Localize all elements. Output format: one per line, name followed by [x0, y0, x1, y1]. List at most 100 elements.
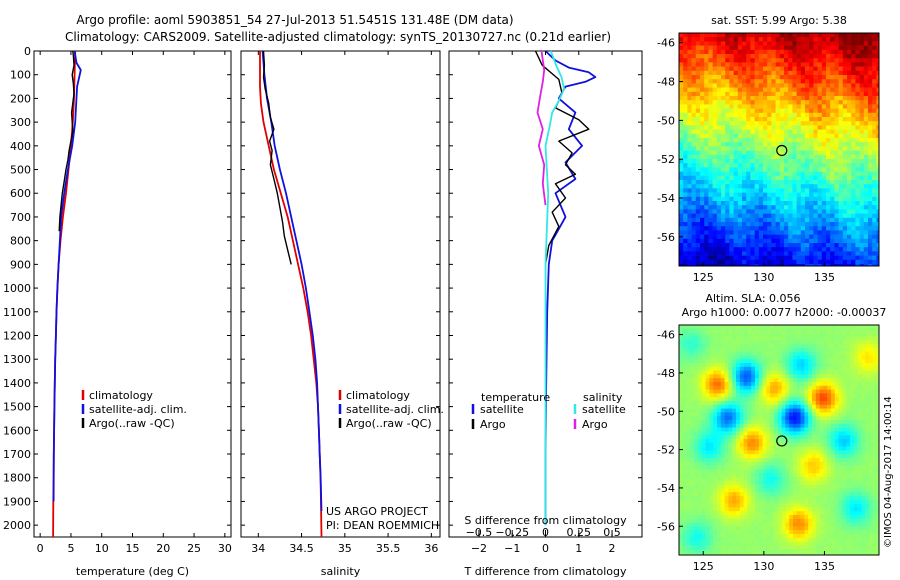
sst-map-cell	[691, 184, 697, 189]
sst-map-cell	[725, 37, 730, 42]
sst-map-cell	[742, 62, 747, 67]
sla-map-cell	[834, 461, 839, 466]
sst-map-cell	[721, 33, 726, 38]
sst-map-cell	[679, 87, 684, 93]
sst-map-cell	[800, 129, 806, 135]
sla-map-cell	[739, 366, 744, 371]
sst-map-cell	[712, 209, 718, 214]
sla-map-cell	[679, 458, 684, 463]
sst-map-cell	[771, 238, 776, 244]
sst-map-cell	[712, 255, 718, 261]
temperature-ytick-label: 600	[10, 187, 31, 200]
sla-map-cell	[800, 461, 805, 466]
sst-map-cell	[700, 62, 705, 67]
sla-map-cell	[747, 378, 752, 383]
sla-map-cell	[777, 435, 782, 440]
difference-s-tick-label: 0	[542, 526, 549, 539]
sst-map-cell	[872, 171, 877, 177]
sst-map-cell	[847, 184, 852, 189]
sla-map-cell	[766, 461, 771, 466]
sst-map-cell	[788, 238, 793, 244]
sla-map-cell	[857, 446, 862, 451]
sla-map-cell	[728, 328, 733, 333]
sst-map-cell	[834, 154, 839, 160]
sla-map-cell	[861, 439, 866, 444]
sla-map-cell	[872, 420, 877, 425]
sst-map-cell	[842, 159, 848, 164]
sla-map-cell	[869, 374, 874, 379]
sst-map-cell	[855, 167, 860, 172]
sst-map-cell	[695, 83, 701, 88]
sst-map-cell	[788, 58, 793, 63]
sst-map-cell	[838, 243, 844, 248]
sst-map-cell	[851, 79, 856, 84]
sla-map-cell	[834, 412, 839, 417]
sst-map-cell	[876, 217, 880, 223]
sla-map-cell	[781, 359, 786, 364]
sst-map-cell	[695, 62, 701, 67]
sla-map-cell	[872, 366, 877, 371]
sst-map-cell	[784, 58, 789, 63]
sla-map-cell	[682, 461, 687, 466]
sst-map-cell	[700, 125, 705, 130]
sst-map-cell	[800, 196, 806, 202]
sla-map-cell	[800, 393, 805, 398]
sst-map-cell	[809, 125, 814, 130]
sla-map-cell	[793, 427, 798, 432]
sst-map-cell	[691, 226, 697, 231]
sla-map-cell	[865, 351, 870, 356]
sla-map-cell	[682, 347, 687, 352]
sst-map-cell	[834, 247, 839, 252]
sla-map-cell	[717, 439, 722, 444]
sla-map-cell	[701, 416, 706, 421]
sla-map-cell	[698, 442, 703, 447]
sst-map-cell	[679, 100, 684, 105]
sla-map-cell	[682, 374, 687, 379]
sst-map-cell	[691, 217, 697, 223]
sst-map-cell	[704, 104, 709, 109]
sla-map-cell	[758, 420, 763, 425]
sst-map-cell	[876, 133, 880, 139]
sst-map-cell	[813, 255, 818, 261]
sla-map-cell	[774, 363, 779, 368]
sla-map-cell	[701, 325, 706, 330]
sla-map-cell	[736, 366, 741, 371]
sst-map-cell	[821, 33, 827, 38]
sla-map-cell	[751, 378, 756, 383]
sla-map-cell	[869, 325, 874, 330]
sla-map-cell	[869, 385, 874, 390]
sla-map-cell	[823, 450, 828, 455]
sla-map-cell	[766, 446, 771, 451]
sst-map-cell	[830, 138, 835, 143]
sla-map-cell	[827, 344, 832, 349]
sst-map-cell	[771, 104, 776, 109]
salinity-legend-label: Argo(..raw -QC)	[346, 417, 432, 430]
sst-map-cell	[716, 41, 722, 46]
sla-map-cell	[834, 351, 839, 356]
sst-map-cell	[754, 37, 760, 42]
sla-map-cell	[781, 442, 786, 447]
sla-map-cell	[846, 382, 851, 387]
sla-map-cell	[770, 344, 775, 349]
sla-map-cell	[724, 374, 729, 379]
sla-map-cell	[838, 325, 843, 330]
sla-map-cell	[819, 401, 824, 406]
sst-map-cell	[872, 104, 877, 109]
sst-map-cell	[779, 108, 785, 114]
sst-map-cell	[679, 209, 684, 214]
sst-map-cell	[700, 222, 705, 227]
sst-map-cell	[842, 171, 848, 177]
sla-map-cell	[789, 461, 794, 466]
sla-map-cell	[724, 461, 729, 466]
sla-map-cell	[842, 450, 847, 455]
sla-map-cell	[842, 416, 847, 421]
sla-map-cell	[709, 378, 714, 383]
sst-map-cell	[838, 230, 844, 235]
sst-map-cell	[754, 45, 760, 51]
sla-map-cell	[770, 385, 775, 390]
difference-xtick-label: 1	[575, 542, 582, 555]
sst-map-cell	[851, 91, 856, 97]
sst-map-cell	[809, 83, 814, 88]
sst-map-cell	[767, 75, 772, 80]
sla-map-cell	[755, 351, 760, 356]
